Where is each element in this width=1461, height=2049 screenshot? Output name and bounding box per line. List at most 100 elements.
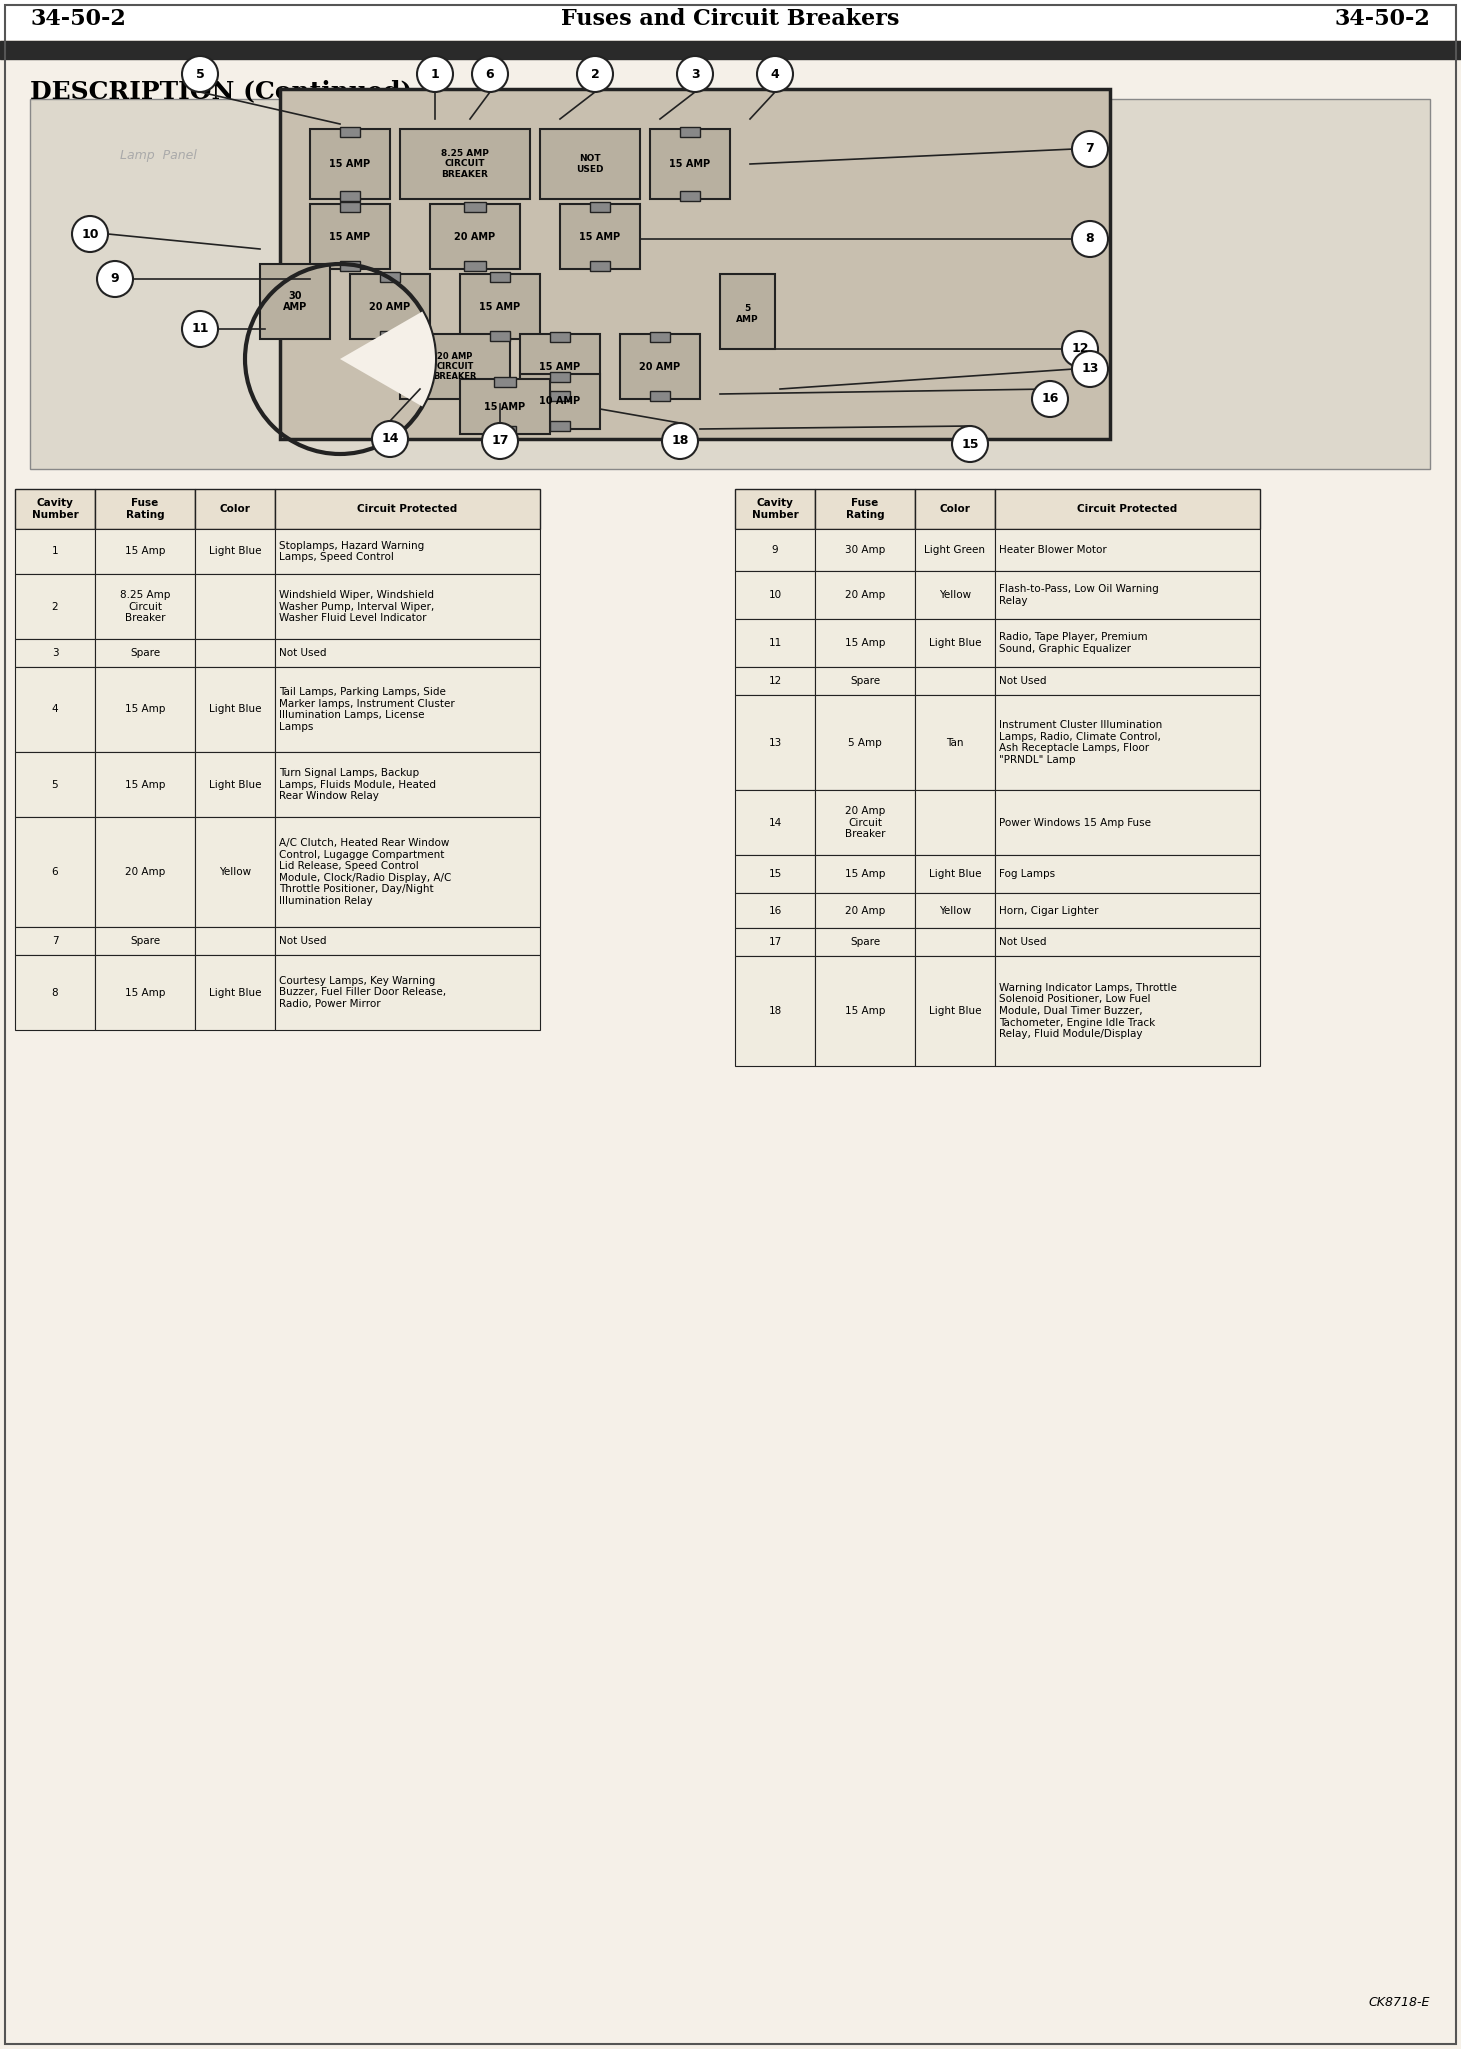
Bar	[340, 191, 359, 201]
Bar	[995, 695, 1259, 791]
Text: CK8718-E: CK8718-E	[1369, 1996, 1430, 2008]
Bar	[995, 854, 1259, 893]
Text: 14: 14	[381, 432, 399, 445]
Bar	[95, 926, 194, 955]
Text: Light Blue: Light Blue	[929, 1006, 982, 1016]
Bar	[915, 695, 995, 791]
Text: Windshield Wiper, Windshield
Washer Pump, Interval Wiper,
Washer Fluid Level Ind: Windshield Wiper, Windshield Washer Pump…	[279, 590, 434, 623]
Text: 15 Amp: 15 Amp	[124, 547, 165, 557]
Text: 18: 18	[768, 1006, 782, 1016]
Text: 5 Amp: 5 Amp	[849, 738, 882, 748]
Bar	[494, 426, 516, 436]
Bar	[400, 129, 530, 199]
Text: Light Blue: Light Blue	[209, 547, 262, 557]
Bar	[460, 379, 549, 434]
Text: Color: Color	[219, 504, 250, 514]
Text: Not Used: Not Used	[999, 936, 1046, 947]
Bar	[460, 275, 541, 338]
Bar	[260, 264, 330, 338]
Text: 20 AMP: 20 AMP	[454, 232, 495, 242]
Circle shape	[72, 215, 108, 252]
Text: Spare: Spare	[130, 647, 161, 658]
Bar	[735, 619, 815, 668]
Bar	[995, 572, 1259, 619]
Bar	[720, 275, 774, 348]
Bar	[281, 88, 1110, 438]
Bar	[815, 893, 915, 928]
Bar	[380, 273, 400, 283]
Text: Warning Indicator Lamps, Throttle
Solenoid Positioner, Low Fuel
Module, Dual Tim: Warning Indicator Lamps, Throttle Soleno…	[999, 984, 1178, 1039]
Text: 15 AMP: 15 AMP	[329, 232, 371, 242]
Text: Yellow: Yellow	[939, 590, 972, 600]
Bar	[194, 926, 275, 955]
Bar	[520, 334, 600, 400]
Circle shape	[1072, 221, 1107, 256]
Circle shape	[577, 55, 614, 92]
Text: 8.25 AMP
CIRCUIT
BREAKER: 8.25 AMP CIRCUIT BREAKER	[441, 150, 489, 178]
Bar	[0, 0, 1461, 39]
Circle shape	[1062, 332, 1099, 367]
Bar	[995, 957, 1259, 1065]
Text: 6: 6	[485, 68, 494, 80]
Text: 6: 6	[51, 867, 58, 877]
Bar	[31, 98, 1430, 469]
Text: 7: 7	[1086, 143, 1094, 156]
Bar	[400, 334, 510, 400]
Text: 4: 4	[770, 68, 779, 80]
Bar	[310, 129, 390, 199]
Text: 4: 4	[51, 705, 58, 715]
Bar	[915, 893, 995, 928]
Bar	[735, 957, 815, 1065]
Text: Spare: Spare	[850, 936, 880, 947]
Bar	[735, 529, 815, 572]
Wedge shape	[340, 311, 435, 406]
Bar	[275, 490, 541, 529]
Bar	[679, 191, 700, 201]
Circle shape	[96, 260, 133, 297]
Bar	[815, 490, 915, 529]
Bar	[549, 332, 570, 342]
Circle shape	[482, 422, 519, 459]
Bar	[815, 957, 915, 1065]
Bar	[194, 668, 275, 752]
Text: Stoplamps, Hazard Warning
Lamps, Speed Control: Stoplamps, Hazard Warning Lamps, Speed C…	[279, 541, 424, 561]
Text: Lamp  Panel: Lamp Panel	[120, 150, 197, 162]
Text: 10: 10	[82, 227, 99, 240]
Bar	[15, 955, 95, 1031]
Text: 15 Amp: 15 Amp	[844, 1006, 885, 1016]
Text: 20 AMP
CIRCUIT
BREAKER: 20 AMP CIRCUIT BREAKER	[434, 352, 476, 381]
Text: Flash-to-Pass, Low Oil Warning
Relay: Flash-to-Pass, Low Oil Warning Relay	[999, 584, 1159, 607]
Bar	[915, 490, 995, 529]
Bar	[489, 273, 510, 283]
Bar	[735, 791, 815, 854]
Text: 15 AMP: 15 AMP	[580, 232, 621, 242]
Text: 9: 9	[771, 545, 779, 555]
Bar	[650, 391, 671, 402]
Bar	[95, 574, 194, 639]
Text: Light Blue: Light Blue	[929, 637, 982, 647]
Text: Radio, Tape Player, Premium
Sound, Graphic Equalizer: Radio, Tape Player, Premium Sound, Graph…	[999, 633, 1148, 654]
Bar	[995, 490, 1259, 529]
Bar	[560, 205, 640, 268]
Bar	[15, 668, 95, 752]
Bar	[995, 529, 1259, 572]
Bar	[735, 695, 815, 791]
Bar	[15, 752, 95, 818]
Text: 15 Amp: 15 Amp	[124, 779, 165, 789]
Bar	[549, 420, 570, 430]
Text: Circuit Protected: Circuit Protected	[358, 504, 457, 514]
Bar	[275, 639, 541, 668]
Bar	[275, 955, 541, 1031]
Bar	[310, 205, 390, 268]
Circle shape	[676, 55, 713, 92]
Text: 15 AMP: 15 AMP	[485, 402, 526, 412]
Bar	[340, 203, 359, 211]
Bar	[95, 818, 194, 926]
Text: 15 AMP: 15 AMP	[479, 301, 520, 311]
Text: 16: 16	[768, 906, 782, 916]
Text: 15 AMP: 15 AMP	[329, 160, 371, 168]
Bar	[915, 529, 995, 572]
Circle shape	[1031, 381, 1068, 418]
Text: 9: 9	[111, 273, 120, 285]
Bar	[549, 391, 570, 402]
